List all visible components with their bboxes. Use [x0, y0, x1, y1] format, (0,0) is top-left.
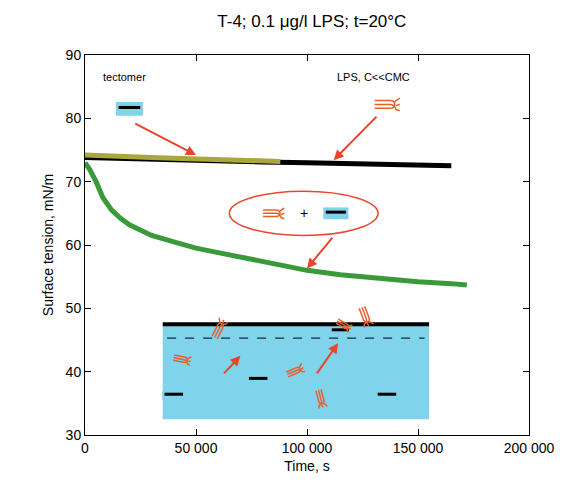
- svg-text:70: 70: [66, 174, 82, 190]
- svg-text:200 000: 200 000: [504, 440, 555, 456]
- svg-text:50 000: 50 000: [175, 440, 218, 456]
- svg-text:40: 40: [66, 364, 82, 380]
- svg-text:90: 90: [66, 47, 82, 63]
- svg-text:150 000: 150 000: [393, 440, 444, 456]
- svg-text:Time, s: Time, s: [284, 458, 329, 474]
- svg-text:80: 80: [66, 110, 82, 126]
- svg-text:60: 60: [66, 237, 82, 253]
- svg-text:30: 30: [66, 427, 82, 443]
- svg-text:100 000: 100 000: [282, 440, 333, 456]
- svg-text:T-4; 0.1 μg/l LPS; t=20°C: T-4; 0.1 μg/l LPS; t=20°C: [217, 12, 406, 31]
- svg-text:LPS, C<<CMC: LPS, C<<CMC: [337, 71, 410, 83]
- svg-text:Surface tension, mN/m: Surface tension, mN/m: [40, 174, 56, 316]
- svg-text:tectomer: tectomer: [103, 71, 146, 83]
- svg-text:+: +: [300, 205, 308, 221]
- svg-text:50: 50: [66, 300, 82, 316]
- svg-text:0: 0: [81, 440, 89, 456]
